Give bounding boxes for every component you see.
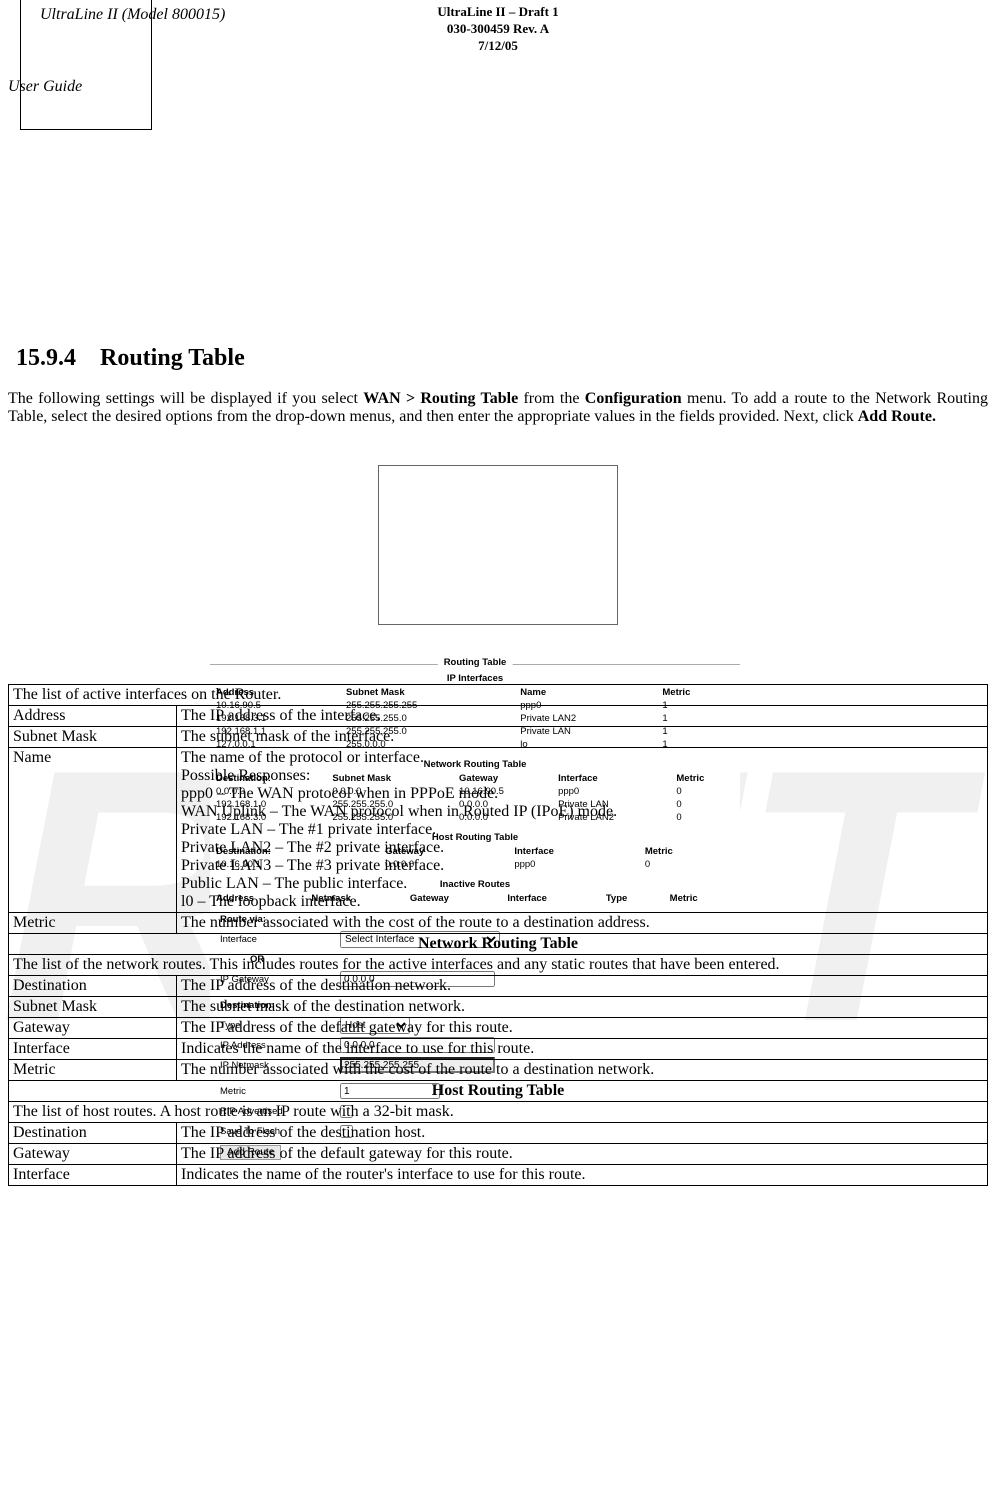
para-bold: Configuration bbox=[585, 390, 682, 407]
def-label: Metric bbox=[9, 913, 177, 934]
doc-header: UltraLine II – Draft 1 030-300459 Rev. A… bbox=[0, 4, 996, 55]
def-desc: The IP address of the destination host. bbox=[177, 1123, 988, 1144]
definitions-table: The list of active interfaces on the Rou… bbox=[8, 684, 988, 1186]
def-label: Interface bbox=[9, 1039, 177, 1060]
def-label: Destination bbox=[9, 976, 177, 997]
def-desc: The subnet mask of the destination netwo… bbox=[177, 997, 988, 1018]
screenshot-frame bbox=[378, 465, 618, 625]
para-bold: WAN > Routing Table bbox=[363, 390, 518, 407]
para-bold: Add Route. bbox=[858, 408, 936, 425]
def-desc: The IP address of the interface. bbox=[177, 706, 988, 727]
def-desc: The number associated with the cost of t… bbox=[177, 1060, 988, 1081]
def-label: Interface bbox=[9, 1165, 177, 1186]
def-desc: Indicates the name of the router's inter… bbox=[177, 1165, 988, 1186]
def-label: Metric bbox=[9, 1060, 177, 1081]
fieldset-legend: Routing Table bbox=[210, 664, 740, 665]
def-label: Destination bbox=[9, 1123, 177, 1144]
def-desc: Indicates the name of the interface to u… bbox=[177, 1039, 988, 1060]
def-desc: The IP address of the destination networ… bbox=[177, 976, 988, 997]
section-title-row: Network Routing Table bbox=[9, 934, 988, 955]
intro-row: The list of host routes. A host route is… bbox=[9, 1102, 988, 1123]
user-guide-label: User Guide bbox=[8, 78, 82, 96]
def-desc: The name of the protocol or interface. P… bbox=[177, 748, 988, 913]
intro-row: The list of active interfaces on the Rou… bbox=[9, 685, 988, 706]
def-label: Address bbox=[9, 706, 177, 727]
intro-row: The list of the network routes. This inc… bbox=[9, 955, 988, 976]
def-label: Subnet Mask bbox=[9, 997, 177, 1018]
section-number: 15.9.4 bbox=[16, 345, 76, 371]
body-paragraph: The following settings will be displayed… bbox=[8, 390, 988, 426]
section-title: Routing Table bbox=[100, 345, 245, 371]
doc-title: UltraLine II – Draft 1 bbox=[0, 4, 996, 21]
para-text: from the bbox=[518, 390, 585, 407]
ip-interfaces-title: IP Interfaces bbox=[210, 673, 740, 684]
legend-text: Routing Table bbox=[438, 657, 513, 668]
def-desc: The subnet mask of the interface. bbox=[177, 727, 988, 748]
para-text: The following settings will be displayed… bbox=[8, 390, 363, 407]
section-title-row: Host Routing Table bbox=[9, 1081, 988, 1102]
def-desc: The IP address of the default gateway fo… bbox=[177, 1018, 988, 1039]
doc-number: 030-300459 Rev. A bbox=[0, 21, 996, 38]
def-desc: The IP address of the default gateway fo… bbox=[177, 1144, 988, 1165]
def-label: Gateway bbox=[9, 1018, 177, 1039]
def-desc: The number associated with the cost of t… bbox=[177, 913, 988, 934]
section-heading: 15.9.4 Routing Table bbox=[16, 345, 245, 372]
def-label: Name bbox=[9, 748, 177, 913]
def-label: Subnet Mask bbox=[9, 727, 177, 748]
def-label: Gateway bbox=[9, 1144, 177, 1165]
doc-date: 7/12/05 bbox=[0, 38, 996, 55]
